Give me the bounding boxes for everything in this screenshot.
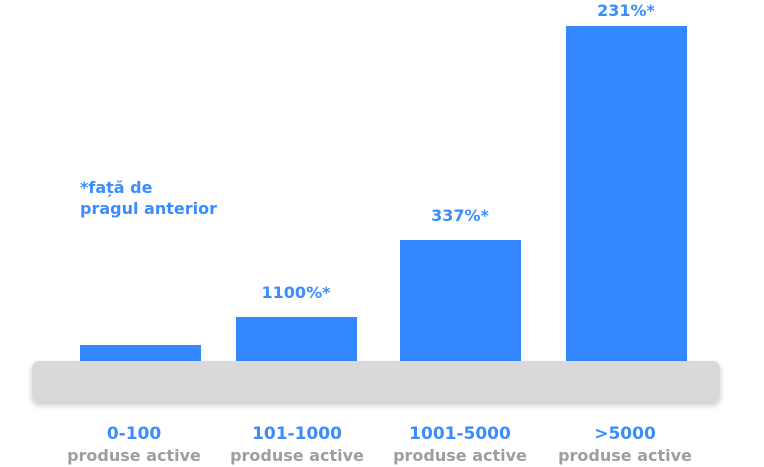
category-0-100: 0-100 produse active [44,423,224,467]
bar-0-100 [80,345,201,363]
category-sublabel: produse active [230,446,364,465]
category-label: 0-100 [106,424,162,444]
category-101-1000: 101-1000 produse active [207,423,387,467]
category-1001-5000: 1001-5000 produse active [370,423,550,467]
footnote: *față de pragul anterior [80,177,280,219]
category-label: >5000 [594,424,656,444]
category-label: 1001-5000 [409,424,511,444]
bar-101-1000 [236,317,357,363]
category-label: 101-1000 [252,424,342,444]
bar-over-5000 [566,26,687,363]
category-over-5000: >5000 produse active [535,423,715,467]
bar-1001-5000 [400,240,521,363]
value-label-101-1000: 1100%* [261,283,331,302]
value-label-1001-5000: 337%* [431,206,489,225]
chart-base-platform [32,361,720,402]
value-label-over-5000: 231%* [597,1,655,20]
category-sublabel: produse active [558,446,692,465]
category-sublabel: produse active [393,446,527,465]
footnote-line-1: *față de [80,178,153,197]
footnote-line-2: pragul anterior [80,199,217,218]
category-sublabel: produse active [67,446,201,465]
